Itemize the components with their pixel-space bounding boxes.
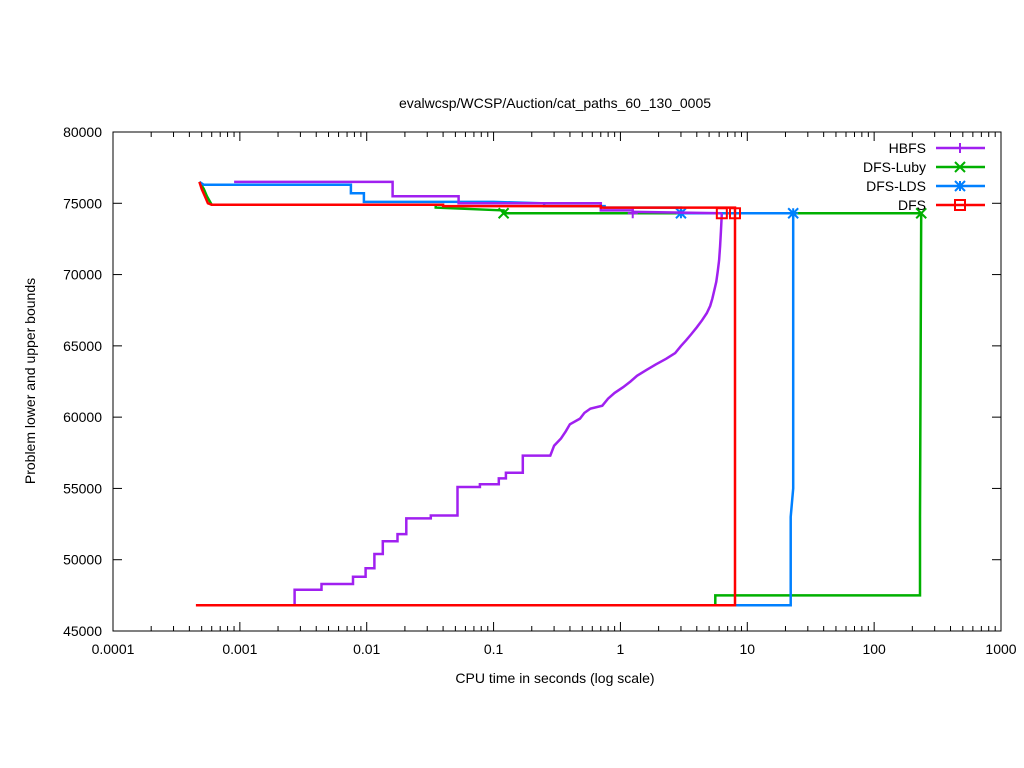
legend-label: DFS-Luby	[863, 159, 926, 175]
y-tick-label: 80000	[63, 124, 102, 140]
series-hbfs	[234, 180, 724, 606]
hbfs-lower-bound-line	[293, 213, 724, 606]
x-axis-ticks: 0.0001 0.001 0.01 0.1 1 10 100 1000	[92, 132, 1017, 657]
dfs-lds-lower-bound-line	[715, 213, 795, 607]
y-tick-label: 65000	[63, 338, 102, 354]
legend-entry-dfs-luby: DFS-Luby	[863, 159, 985, 175]
x-tick-label: 1	[617, 641, 625, 657]
y-tick-label: 50000	[63, 552, 102, 568]
y-tick-label: 70000	[63, 267, 102, 283]
x-tick-label: 10	[739, 641, 755, 657]
x-tick-label: 0.0001	[92, 641, 135, 657]
dfs-lds-marker	[787, 207, 799, 219]
x-tick-label: 100	[862, 641, 886, 657]
chart-title: evalwcsp/WCSP/Auction/cat_paths_60_130_0…	[399, 95, 711, 111]
dfs-marker	[728, 207, 741, 220]
legend-label: DFS-LDS	[866, 178, 926, 194]
y-axis-ticks: 45000 50000 55000 60000 65000 70000 75000 80000	[63, 124, 1001, 639]
x-axis-label: CPU time in seconds (log scale)	[455, 670, 654, 686]
legend-label: DFS	[898, 197, 926, 213]
legend: HBFS DFS-Luby DFS-LDS DFS	[863, 140, 985, 213]
x-tick-label: 0.001	[222, 641, 257, 657]
y-tick-label: 60000	[63, 409, 102, 425]
legend-marker	[955, 143, 965, 153]
plot-frame	[112, 131, 1002, 632]
hbfs-marker	[627, 208, 638, 219]
legend-marker	[954, 199, 966, 211]
legend-marker	[954, 161, 966, 173]
y-tick-label: 55000	[63, 480, 102, 496]
legend-entry-hbfs: HBFS	[889, 140, 985, 156]
dfs-luby-marker	[915, 207, 927, 219]
y-tick-label: 45000	[63, 623, 102, 639]
y-tick-label: 75000	[63, 195, 102, 211]
legend-entry-dfs-lds: DFS-LDS	[866, 178, 985, 194]
dfs-upper-bound-line	[198, 181, 737, 214]
x-tick-label: 1000	[985, 641, 1016, 657]
series-layer	[195, 180, 927, 607]
y-axis-label: Problem lower and upper bounds	[22, 278, 38, 484]
dfs-lower-bound-line	[195, 213, 737, 607]
legend-marker	[954, 180, 966, 192]
dfs-luby-upper-bound-line	[198, 181, 922, 215]
dfs-marker	[715, 207, 728, 220]
series-dfs	[195, 181, 741, 607]
dfs-luby-lower-bound-line	[714, 213, 923, 606]
x-tick-label: 0.1	[484, 641, 504, 657]
legend-entry-dfs: DFS	[898, 197, 985, 213]
dfs-luby-marker	[497, 207, 510, 219]
series-dfs-luby	[198, 181, 927, 606]
x-tick-label: 0.01	[353, 641, 380, 657]
series-dfs-lds	[198, 180, 799, 607]
legend-label: HBFS	[889, 140, 926, 156]
